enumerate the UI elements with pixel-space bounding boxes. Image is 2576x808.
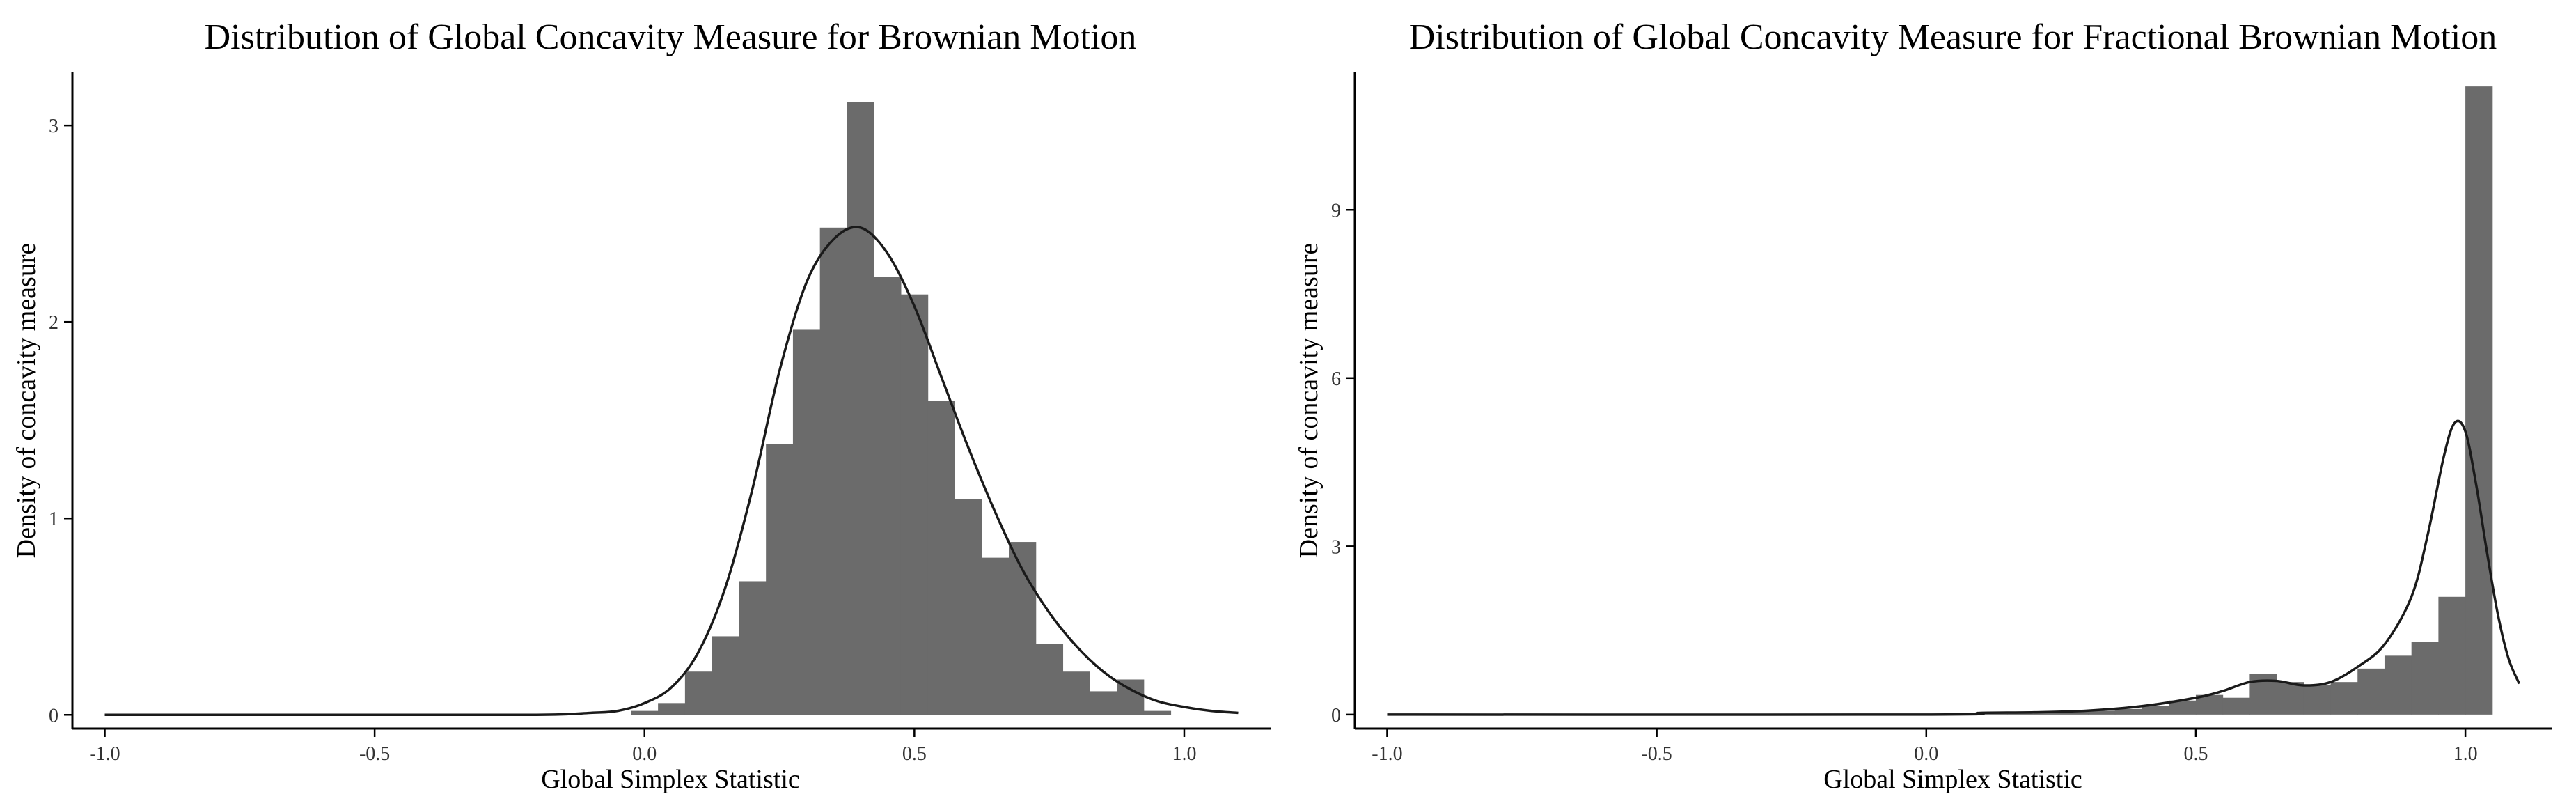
histogram-bar — [712, 636, 739, 715]
density-curve — [1387, 419, 2521, 716]
y-tick-label: 3 — [1331, 536, 1341, 558]
chart-title: Distribution of Global Concavity Measure… — [1409, 17, 2497, 57]
histogram-bar — [792, 329, 821, 715]
chart-title: Distribution of Global Concavity Measure… — [205, 17, 1137, 57]
histogram-bar — [2061, 711, 2089, 715]
x-tick-label: 0.0 — [1914, 743, 1938, 765]
panel-fractional-brownian-motion: Distribution of Global Concavity Measure… — [1294, 17, 2552, 794]
x-axis-label: Global Simplex Statistic — [1823, 765, 2082, 794]
x-tick-label: 0.5 — [902, 743, 927, 765]
x-tick-label: 1.0 — [1172, 743, 1196, 765]
x-tick-label: 1.0 — [2453, 743, 2478, 765]
y-axis-label: Density of concavity measure — [12, 243, 41, 559]
y-tick-label: 2 — [49, 312, 58, 334]
x-tick-label: -0.5 — [359, 743, 390, 765]
histogram-bar — [927, 401, 955, 715]
axes: -1.0 -0.5 0.0 0.5 1.0 0 3 6 9 — [1331, 72, 2552, 765]
histogram-bar — [1062, 671, 1090, 715]
x-tick-label: -1.0 — [1372, 743, 1402, 765]
y-axis-label: Density of concavity measure — [1294, 243, 1324, 559]
y-tick-label: 9 — [1331, 200, 1341, 222]
y-tick-label: 1 — [49, 508, 58, 530]
histogram-bar — [2465, 86, 2493, 715]
histogram-bar — [1143, 710, 1172, 715]
x-tick-label: 0.5 — [2183, 743, 2208, 765]
x-tick-label: 0.0 — [632, 743, 657, 765]
histogram-bar — [2169, 700, 2197, 715]
histogram-bar — [1980, 713, 2008, 715]
histogram-bar — [1035, 644, 1064, 715]
histogram-bar — [2357, 668, 2385, 715]
histogram-bars — [631, 102, 1172, 715]
density-curve-group — [1387, 419, 2521, 716]
density-curve — [104, 226, 1239, 717]
histogram-bar — [631, 710, 659, 715]
histogram-bar — [2114, 708, 2143, 715]
histogram-bar — [739, 581, 767, 715]
x-axis-label: Global Simplex Statistic — [541, 765, 800, 794]
histogram-bar — [2384, 655, 2412, 715]
y-tick-label: 0 — [1331, 705, 1341, 727]
histogram-bar — [766, 444, 794, 715]
histogram-bar — [2438, 596, 2466, 715]
histogram-bar — [2411, 642, 2439, 715]
histogram-bar — [847, 102, 874, 715]
histogram-bar — [2330, 682, 2358, 715]
axes: -1.0 -0.5 0.0 0.5 1.0 0 1 2 3 — [49, 72, 1271, 765]
histogram-bar — [684, 671, 713, 715]
histogram-bar — [900, 294, 929, 715]
histogram-bar — [2222, 697, 2250, 715]
histogram-bars — [1980, 86, 2493, 715]
histogram-bar — [2195, 694, 2224, 715]
y-tick-label: 3 — [49, 116, 58, 137]
histogram-bar — [658, 703, 686, 715]
histogram-bar — [2088, 710, 2116, 715]
histogram-bar — [1090, 691, 1117, 715]
histogram-bar — [2277, 682, 2304, 715]
histogram-bar — [2034, 713, 2061, 715]
histogram-bar — [819, 227, 847, 715]
y-tick-label: 6 — [1331, 368, 1341, 390]
density-curve-group — [104, 226, 1239, 717]
histogram-bar — [874, 277, 902, 715]
histogram-bar — [2142, 706, 2169, 715]
histogram-bar — [982, 557, 1010, 715]
histogram-bar — [955, 499, 982, 715]
panel-brownian-motion: Distribution of Global Concavity Measure… — [12, 17, 1271, 794]
x-tick-label: -1.0 — [89, 743, 120, 765]
histogram-bar — [2006, 713, 2035, 715]
histogram-bar — [2303, 685, 2332, 715]
y-tick-label: 0 — [49, 705, 58, 727]
x-tick-label: -0.5 — [1641, 743, 1672, 765]
